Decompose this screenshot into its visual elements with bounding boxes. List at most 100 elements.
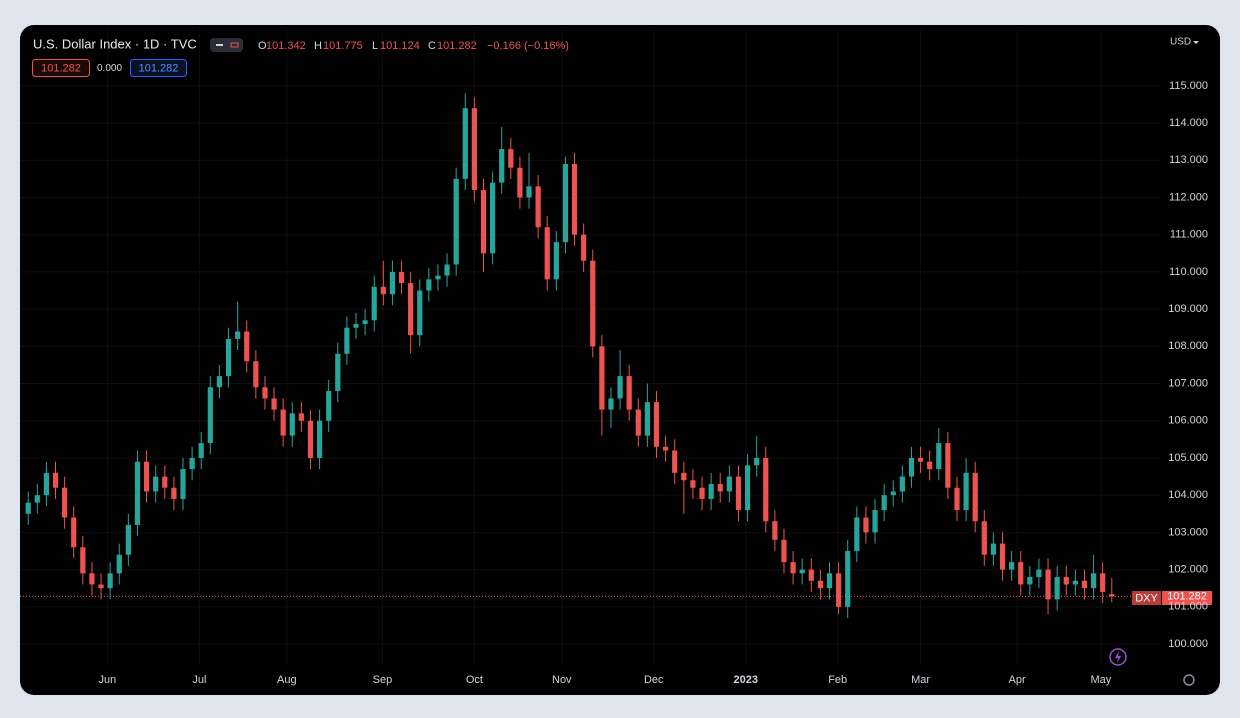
close-letter: C bbox=[428, 40, 436, 52]
candle-body bbox=[899, 476, 905, 492]
x-tick-label: Apr bbox=[1009, 674, 1026, 686]
candle-body bbox=[344, 327, 350, 354]
toggle[interactable] bbox=[210, 38, 243, 52]
candle-body bbox=[116, 554, 122, 574]
low-value: 101.124 bbox=[380, 40, 420, 52]
candle-body bbox=[617, 376, 623, 399]
candle-body bbox=[917, 457, 924, 462]
candle-body bbox=[89, 573, 95, 585]
open-letter: O bbox=[258, 40, 267, 52]
candle-body bbox=[1036, 569, 1042, 578]
y-tick-label: 114.000 bbox=[1169, 117, 1208, 129]
candle-body bbox=[508, 149, 514, 168]
candle-body bbox=[972, 472, 978, 522]
candle-body bbox=[590, 260, 596, 347]
high-value: 101.775 bbox=[323, 40, 363, 52]
candle-body bbox=[471, 108, 477, 191]
candle-body bbox=[1072, 580, 1078, 585]
candle-body bbox=[1100, 573, 1106, 592]
candle-body bbox=[98, 584, 104, 589]
candle-body bbox=[544, 227, 550, 280]
candle-body bbox=[553, 242, 559, 280]
ask-box[interactable] bbox=[130, 59, 187, 77]
candle-body bbox=[626, 376, 632, 410]
candle-body bbox=[535, 186, 541, 228]
candle-body bbox=[235, 331, 241, 339]
y-tick-label: 113.000 bbox=[1169, 154, 1208, 166]
candle-body bbox=[744, 465, 751, 511]
plot bbox=[20, 30, 1160, 665]
candle-body bbox=[71, 517, 77, 548]
spread: 0.000 bbox=[97, 63, 122, 74]
candle-body bbox=[1027, 577, 1033, 585]
y-tick-label: 107.000 bbox=[1168, 377, 1208, 389]
alert-icon[interactable] bbox=[1109, 648, 1127, 666]
candle-body bbox=[125, 524, 131, 555]
candle-body bbox=[1045, 569, 1051, 600]
y-tick-label: 109.000 bbox=[1168, 303, 1208, 315]
candle-body bbox=[462, 108, 468, 179]
price-tag bbox=[1162, 591, 1212, 605]
candle-body bbox=[480, 190, 487, 254]
candle-body bbox=[963, 472, 969, 511]
candle-body bbox=[863, 517, 869, 533]
candle-body bbox=[216, 376, 223, 388]
candle-body bbox=[198, 443, 204, 458]
candle-body bbox=[153, 476, 159, 492]
candle-body bbox=[398, 271, 405, 284]
candle-body bbox=[581, 234, 587, 261]
symbol: DXY bbox=[1135, 592, 1158, 604]
x-tick-label: Aug bbox=[277, 674, 297, 686]
y-tick-label: 105.000 bbox=[1168, 452, 1208, 464]
candle-body bbox=[1054, 577, 1060, 600]
candle-body bbox=[134, 461, 141, 525]
candle-body bbox=[143, 461, 150, 492]
candle-body bbox=[362, 320, 368, 325]
candle-body bbox=[353, 324, 359, 328]
candle-body bbox=[326, 390, 332, 421]
candle-body bbox=[171, 487, 177, 499]
candle-body bbox=[517, 167, 523, 198]
close-value: 101.282 bbox=[437, 40, 477, 52]
candle-body bbox=[845, 550, 851, 607]
candle-body bbox=[763, 457, 769, 522]
x-tick-label: May bbox=[1090, 674, 1111, 686]
y-tick-label: 110.000 bbox=[1169, 266, 1208, 278]
candle-body bbox=[335, 353, 341, 391]
candle-body bbox=[307, 420, 314, 458]
candle-body bbox=[207, 387, 213, 444]
change: −0.166 (−0.16%) bbox=[487, 40, 569, 52]
candle-body bbox=[298, 413, 304, 421]
x-tick-label: Sep bbox=[373, 674, 393, 686]
candle-body bbox=[453, 178, 459, 265]
candle-body bbox=[1090, 573, 1097, 589]
candle-body bbox=[954, 487, 960, 511]
x-tick-label: Oct bbox=[466, 674, 483, 686]
candle-body bbox=[936, 443, 942, 470]
settings-icon[interactable] bbox=[1183, 674, 1195, 686]
candle-body bbox=[1018, 562, 1024, 585]
candle-body bbox=[244, 331, 250, 362]
candle-body bbox=[571, 164, 578, 235]
x-tick-label: Dec bbox=[644, 674, 664, 686]
bid-box[interactable] bbox=[32, 59, 90, 77]
y-tick-label: 111.000 bbox=[1170, 229, 1208, 241]
toggle-icon bbox=[230, 42, 239, 48]
bid: 101.282 bbox=[41, 62, 81, 74]
candle-body bbox=[526, 186, 532, 198]
currency[interactable]: USD bbox=[1170, 37, 1191, 48]
candle-body bbox=[289, 413, 295, 436]
candle-body bbox=[280, 409, 286, 436]
y-tick-label: 102.000 bbox=[1168, 564, 1208, 576]
y-tick-label: 108.000 bbox=[1168, 340, 1208, 352]
candle-body bbox=[1081, 580, 1088, 589]
candle-body bbox=[34, 495, 40, 503]
candle-body bbox=[499, 149, 505, 183]
y-tick-label: 100.000 bbox=[1168, 638, 1208, 650]
low-letter: L bbox=[372, 40, 378, 52]
candle-body bbox=[699, 487, 705, 499]
candle-body bbox=[225, 338, 232, 377]
candle-body bbox=[836, 573, 842, 607]
candle-body bbox=[854, 517, 860, 551]
